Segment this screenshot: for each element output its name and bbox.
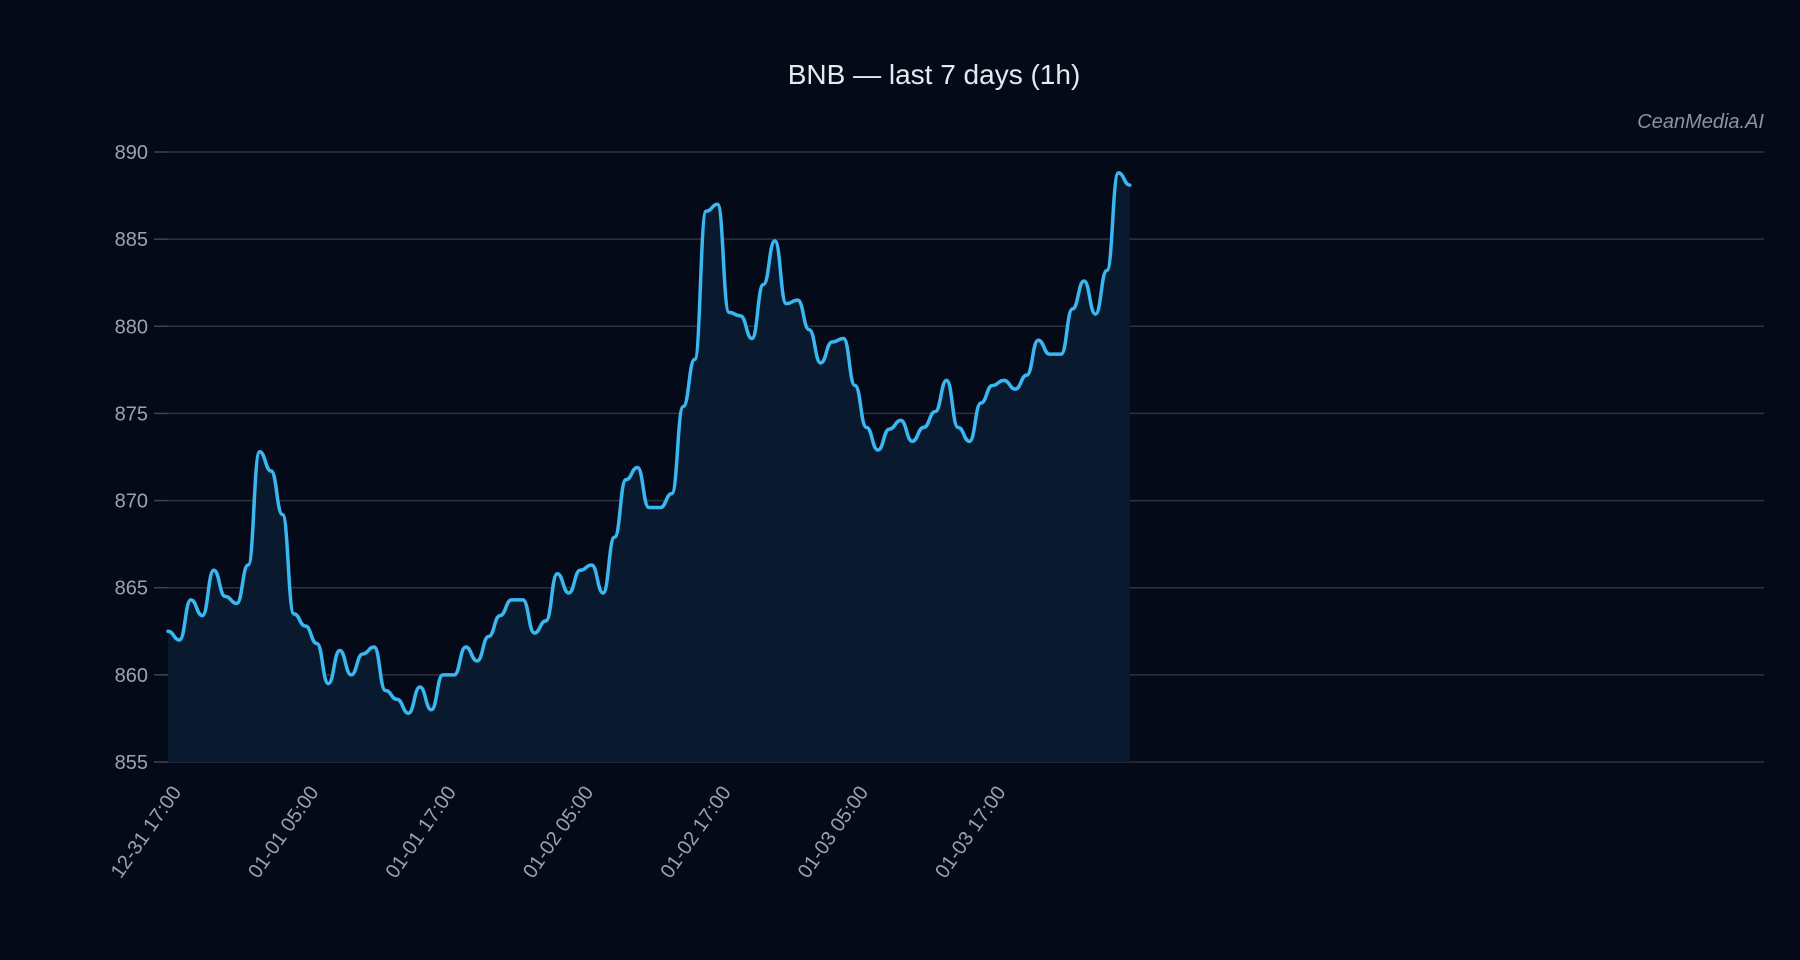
chart-title: BNB — last 7 days (1h) (788, 59, 1081, 90)
x-tick-label: 01-02 17:00 (656, 782, 735, 882)
y-tick-label: 885 (115, 229, 148, 251)
x-axis: 12-31 17:00 01-01 05:00 01-01 17:00 01-02 0… (107, 782, 1011, 882)
line-layer (166, 171, 1132, 715)
y-tick-label: 860 (115, 665, 148, 687)
x-tick-label: 01-03 05:00 (794, 782, 873, 882)
y-tick-label: 875 (115, 403, 148, 425)
x-tick-label: 01-01 05:00 (244, 782, 323, 882)
y-tick-label: 870 (115, 491, 148, 513)
y-tick-label: 855 (115, 752, 148, 774)
price-area-fill (168, 172, 1130, 762)
price-line (166, 171, 1132, 715)
y-tick-label: 880 (115, 316, 148, 338)
x-tick-label: 12-31 17:00 (107, 782, 186, 882)
y-axis: 855 860 865 870 875 880 885 890 (115, 142, 168, 774)
x-tick-label: 01-03 17:00 (931, 782, 1010, 882)
y-tick-label: 865 (115, 578, 148, 600)
x-tick-label: 01-01 17:00 (382, 782, 461, 882)
x-tick-label: 01-02 05:00 (519, 782, 598, 882)
area-fill-layer (168, 172, 1130, 762)
watermark-text: CeanMedia.AI (1637, 111, 1764, 133)
y-tick-label: 890 (115, 142, 148, 164)
